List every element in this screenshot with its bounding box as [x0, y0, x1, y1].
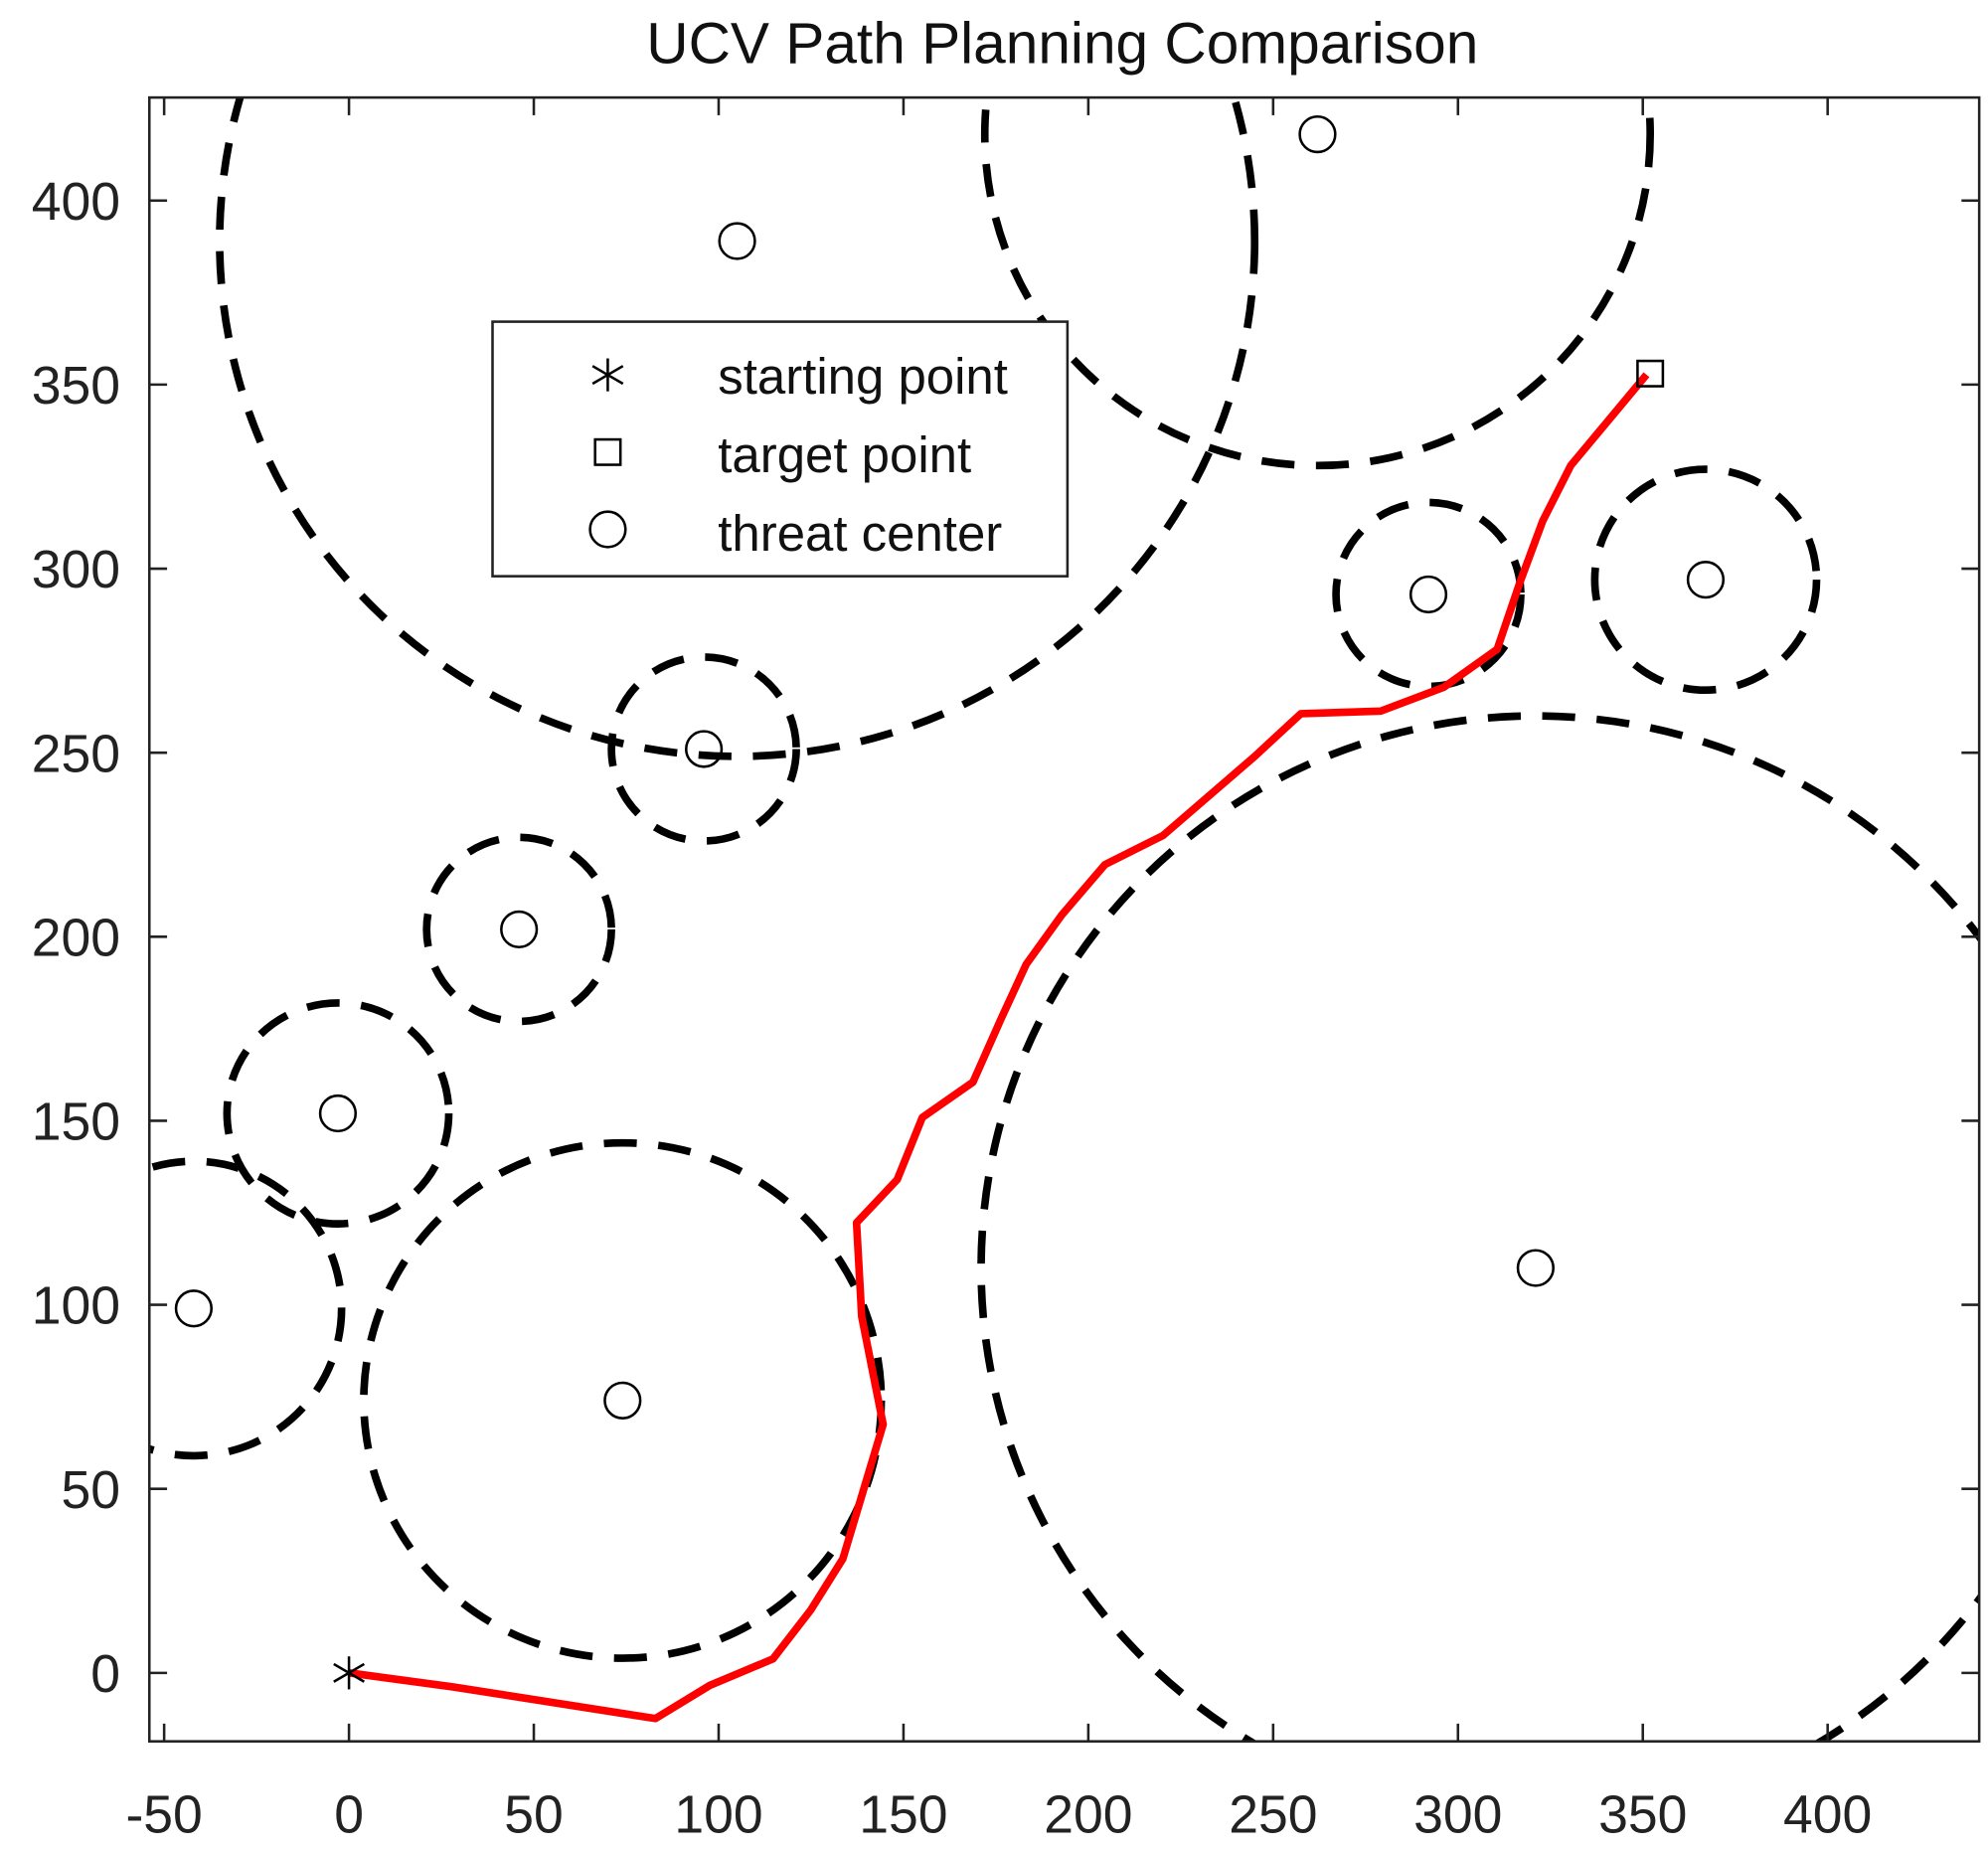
- threat-zone-8: [1332, 498, 1525, 691]
- path-layer: [348, 372, 1650, 1723]
- threat-zone-4: [223, 999, 453, 1228]
- planned-path: [348, 372, 1650, 1723]
- threat-center-7: [1516, 1249, 1555, 1287]
- x-tick-label: 250: [1229, 1785, 1317, 1844]
- threat-zone-6: [360, 1138, 886, 1662]
- threat-center-2: [684, 730, 724, 768]
- chart-title: UCV Path Planning Comparison: [646, 12, 1478, 77]
- target-point-marker: [1636, 359, 1665, 388]
- threat-center-8: [1408, 575, 1448, 614]
- y-tick-label: 0: [90, 1645, 120, 1704]
- x-tick-label: 50: [504, 1785, 564, 1844]
- threat-center-6: [603, 1381, 642, 1420]
- threat-zone-7: [977, 712, 1980, 1742]
- y-tick-label: 150: [32, 1093, 120, 1152]
- x-tick-label: 100: [674, 1785, 762, 1844]
- y-tick-label: 250: [32, 725, 120, 783]
- x-tick-label: -50: [125, 1785, 202, 1844]
- x-tick-label: 150: [859, 1785, 947, 1844]
- plot-frame: [147, 95, 1981, 1743]
- threat-zone-9: [1590, 465, 1821, 695]
- starting-point-marker: [333, 1656, 366, 1690]
- legend-square-icon: [593, 437, 622, 466]
- legend-label-threat: threat center: [718, 505, 1002, 562]
- threat-center-1: [1298, 115, 1337, 154]
- y-tick-label: 300: [32, 541, 120, 599]
- threat-center-3: [500, 910, 539, 949]
- threat-zone-2: [607, 653, 800, 845]
- threat-zone-1: [981, 97, 1654, 470]
- threat-zone-0: [216, 97, 1258, 760]
- y-tick-label: 350: [32, 357, 120, 416]
- x-tick-label: 400: [1783, 1785, 1872, 1844]
- threat-center-9: [1686, 561, 1726, 599]
- x-tick-label: 350: [1598, 1785, 1687, 1844]
- threat-center-4: [318, 1093, 358, 1133]
- y-tick-label: 50: [61, 1461, 120, 1520]
- y-tick-label: 200: [32, 909, 120, 967]
- legend-label-target: target point: [718, 426, 971, 483]
- y-tick-label: 400: [32, 173, 120, 232]
- threat-zone-5: [149, 1157, 346, 1460]
- legend-box: [491, 320, 1070, 578]
- threat-zone-3: [422, 833, 615, 1026]
- x-tick-label: 0: [334, 1785, 364, 1844]
- threat-zones: [149, 97, 1980, 1742]
- x-tick-label: 300: [1413, 1785, 1502, 1844]
- threat-center-0: [718, 222, 756, 260]
- legend: starting point target point threat cente…: [491, 320, 1070, 578]
- y-tick-label: 100: [32, 1277, 120, 1336]
- legend-asterisk-icon: [591, 358, 624, 392]
- threat-center-5: [174, 1289, 213, 1328]
- legend-circle-icon: [588, 510, 627, 549]
- legend-label-start: starting point: [718, 348, 1008, 405]
- x-tick-label: 200: [1044, 1785, 1132, 1844]
- markers: [174, 115, 1726, 1690]
- axis-ticks: -50 0 50 100 150 200 250 300 350 400 0 50 100 150 200 2…: [32, 97, 1980, 1844]
